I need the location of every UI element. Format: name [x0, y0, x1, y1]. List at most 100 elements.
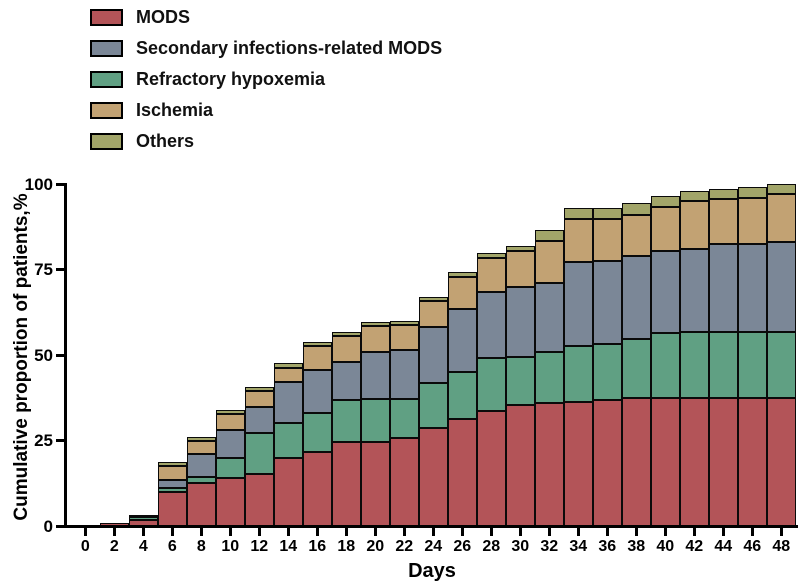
x-tick-label-32: 32: [540, 538, 559, 555]
x-tick-10: [228, 527, 232, 536]
bar-segment-day16-refractory-hypoxemia: [302, 413, 332, 452]
x-tick-0: [83, 527, 87, 536]
bar-segment-day32-mods: [534, 402, 564, 526]
bar-segment-day38-secondary-infections-mods: [621, 255, 651, 339]
legend-item-ischemia: Ischemia: [90, 99, 442, 121]
bar-segment-day10-secondary-infections-mods: [215, 430, 245, 458]
bar-segment-day12-others: [244, 386, 274, 391]
y-tick-label-25: 25: [34, 431, 53, 450]
bar-segment-day46-refractory-hypoxemia: [737, 331, 767, 399]
bar-segment-day24-ischemia: [418, 300, 448, 327]
bar-segment-day16-secondary-infections-mods: [302, 370, 332, 414]
bar-segment-day20-refractory-hypoxemia: [360, 399, 390, 442]
x-tick-label-14: 14: [279, 538, 298, 555]
x-tick-30: [518, 527, 522, 536]
bar-segment-day46-secondary-infections-mods: [737, 243, 767, 332]
x-tick-label-40: 40: [656, 538, 675, 555]
bar-segment-day10-ischemia: [215, 414, 245, 431]
bar-segment-day32-refractory-hypoxemia: [534, 351, 564, 403]
bar-segment-day36-secondary-infections-mods: [592, 260, 622, 345]
bar-segment-day10-others: [215, 410, 245, 415]
bar-segment-day14-mods: [273, 458, 303, 526]
x-tick-label-12: 12: [250, 538, 269, 555]
bar-segment-day20-others: [360, 321, 390, 326]
bar-segment-day36-others: [592, 207, 622, 220]
x-tick-label-36: 36: [598, 538, 617, 555]
bar-segment-day42-ischemia: [679, 201, 709, 249]
bar-segment-day34-refractory-hypoxemia: [563, 345, 593, 402]
bar-segment-day40-ischemia: [650, 207, 680, 252]
x-tick-label-48: 48: [772, 538, 791, 555]
legend-item-refractory-hypoxemia: Refractory hypoxemia: [90, 68, 442, 90]
x-tick-label-4: 4: [138, 538, 148, 555]
legend-label: Secondary infections-related MODS: [136, 37, 443, 58]
x-tick-label-8: 8: [196, 538, 206, 555]
x-tick-24: [431, 527, 435, 536]
bar-segment-day18-others: [331, 331, 361, 336]
bar-segment-day16-others: [302, 341, 332, 347]
x-tick-label-30: 30: [511, 538, 530, 555]
legend-item-secondary-infections-mods: Secondary infections-related MODS: [90, 37, 442, 59]
x-tick-28: [489, 527, 493, 536]
bar-segment-day38-ischemia: [621, 214, 651, 256]
y-tick-label-75: 75: [34, 260, 53, 279]
x-tick-label-44: 44: [714, 538, 733, 555]
bar-segment-day44-mods: [708, 398, 738, 526]
bar-segment-day22-others: [389, 321, 419, 326]
bar-segment-day14-secondary-infections-mods: [273, 381, 303, 424]
bar-segment-day42-refractory-hypoxemia: [679, 332, 709, 399]
bar-segment-day44-others: [708, 189, 738, 200]
bar-segment-day30-others: [505, 245, 535, 251]
legend-item-others: Others: [90, 130, 442, 152]
y-axis-line: [64, 182, 67, 528]
x-tick-12: [257, 527, 261, 536]
bar-segment-day24-others: [418, 296, 448, 301]
legend-swatch-secondary-infections-mods: [90, 39, 123, 57]
bar-segment-day10-refractory-hypoxemia: [215, 457, 245, 479]
bar-segment-day28-ischemia: [476, 257, 506, 293]
bar-segment-day46-mods: [737, 398, 767, 526]
x-axis-line: [64, 524, 798, 528]
bar-segment-day28-secondary-infections-mods: [476, 292, 506, 359]
bar-segment-day38-mods: [621, 398, 651, 526]
bar-segment-day30-secondary-infections-mods: [505, 287, 535, 357]
x-tick-42: [692, 527, 696, 536]
x-tick-label-38: 38: [627, 538, 646, 555]
bar-segment-day4-refractory-hypoxemia: [128, 517, 158, 521]
bar-segment-day38-refractory-hypoxemia: [621, 338, 651, 399]
bar-segment-day8-others: [186, 436, 216, 441]
bar-segment-day12-refractory-hypoxemia: [244, 432, 274, 475]
x-tick-label-46: 46: [743, 538, 762, 555]
x-tick-label-20: 20: [366, 538, 385, 555]
bar-segment-day6-mods: [157, 491, 187, 526]
bar-segment-day32-others: [534, 230, 564, 242]
x-tick-6: [170, 527, 174, 536]
bar-segment-day4-secondary-infections-mods: [128, 514, 158, 518]
x-tick-14: [286, 527, 290, 536]
bar-segment-day18-secondary-infections-mods: [331, 361, 361, 401]
x-tick-2: [112, 527, 116, 536]
bar-segment-day28-others: [476, 252, 506, 258]
bar-segment-day28-refractory-hypoxemia: [476, 358, 506, 412]
y-tick-75: [56, 268, 65, 271]
x-tick-46: [750, 527, 754, 536]
bar-segment-day18-refractory-hypoxemia: [331, 400, 361, 442]
x-tick-32: [547, 527, 551, 536]
bar-segment-day14-refractory-hypoxemia: [273, 423, 303, 459]
bar-segment-day8-ischemia: [186, 440, 216, 454]
x-tick-label-16: 16: [308, 538, 327, 555]
bar-segment-day34-ischemia: [563, 219, 593, 263]
bar-segment-day14-others: [273, 363, 303, 368]
bar-segment-day6-secondary-infections-mods: [157, 480, 187, 488]
bar-segment-day42-mods: [679, 398, 709, 526]
legend-swatch-others: [90, 132, 123, 150]
x-tick-34: [576, 527, 580, 536]
bar-segment-day42-others: [679, 190, 709, 202]
x-tick-label-2: 2: [109, 538, 119, 555]
x-tick-36: [605, 527, 609, 536]
bar-segment-day44-refractory-hypoxemia: [708, 331, 738, 399]
bar-segment-day36-mods: [592, 399, 622, 526]
bar-segment-day22-ischemia: [389, 325, 419, 350]
legend: MODS Secondary infections-related MODS R…: [90, 6, 442, 152]
